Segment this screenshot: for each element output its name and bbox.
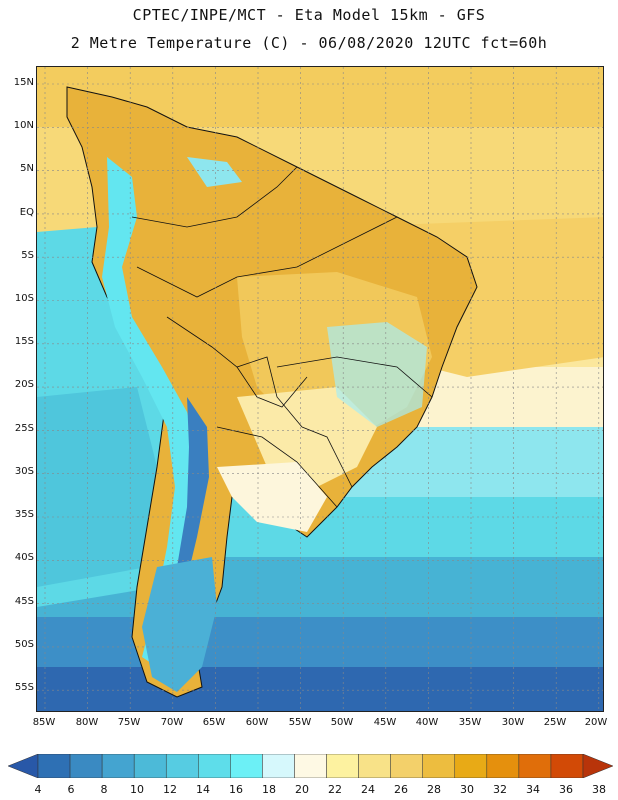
lat-label-45s: 45S — [4, 596, 34, 607]
lat-label-20s: 20S — [4, 379, 34, 390]
title-line-2: 2 Metre Temperature (C) - 06/08/2020 12U… — [0, 34, 618, 52]
colorbar-label: 4 — [26, 783, 50, 796]
lat-label-15s: 15S — [4, 336, 34, 347]
temperature-map — [37, 67, 604, 712]
colorbar-swatch — [38, 754, 70, 778]
colorbar-label: 30 — [455, 783, 479, 796]
colorbar-label: 6 — [59, 783, 83, 796]
colorbar-swatch — [70, 754, 102, 778]
colorbar-label: 36 — [554, 783, 578, 796]
colorbar-label: 16 — [224, 783, 248, 796]
lon-label-70w: 70W — [154, 717, 190, 728]
ocean-coldest — [37, 667, 604, 712]
colorbar-swatch — [455, 754, 487, 778]
lat-label-5n: 5N — [4, 163, 34, 174]
colorbar-swatch — [359, 754, 391, 778]
colorbar-swatch — [551, 754, 583, 778]
ocean-colder — [37, 617, 604, 667]
lon-label-80w: 80W — [69, 717, 105, 728]
colorbar-label: 10 — [125, 783, 149, 796]
lon-label-25w: 25W — [537, 717, 573, 728]
colorbar-swatch — [102, 754, 134, 778]
lat-label-10s: 10S — [4, 293, 34, 304]
colorbar-swatch — [134, 754, 166, 778]
colorbar-label: 38 — [587, 783, 611, 796]
colorbar-arrow-high — [583, 754, 613, 778]
lon-label-45w: 45W — [367, 717, 403, 728]
lat-label-40s: 40S — [4, 552, 34, 563]
lat-label-15n: 15N — [4, 77, 34, 88]
colorbar-label: 34 — [521, 783, 545, 796]
lat-label-25s: 25S — [4, 423, 34, 434]
colorbar-label: 24 — [356, 783, 380, 796]
colorbar-swatch — [487, 754, 519, 778]
colorbar-swatch — [198, 754, 230, 778]
lon-label-20w: 20W — [578, 717, 614, 728]
colorbar-swatch — [230, 754, 262, 778]
title-line-1: CPTEC/INPE/MCT - Eta Model 15km - GFS — [0, 6, 618, 24]
lat-label-30s: 30S — [4, 466, 34, 477]
colorbar-swatch — [294, 754, 326, 778]
colorbar-label: 22 — [323, 783, 347, 796]
lat-label-eq: EQ — [4, 207, 34, 218]
colorbar — [8, 754, 613, 778]
lon-label-60w: 60W — [239, 717, 275, 728]
lon-label-65w: 65W — [196, 717, 232, 728]
colorbar-label: 32 — [488, 783, 512, 796]
lon-label-40w: 40W — [409, 717, 445, 728]
lon-label-75w: 75W — [111, 717, 147, 728]
lat-label-5s: 5S — [4, 250, 34, 261]
colorbar-swatch — [519, 754, 551, 778]
lon-label-85w: 85W — [26, 717, 62, 728]
colorbar-label: 20 — [290, 783, 314, 796]
colorbar-label: 28 — [422, 783, 446, 796]
colorbar-swatch — [262, 754, 294, 778]
colorbar-label: 14 — [191, 783, 215, 796]
lon-label-50w: 50W — [324, 717, 360, 728]
colorbar-swatch — [391, 754, 423, 778]
colorbar-label: 26 — [389, 783, 413, 796]
lat-label-55s: 55S — [4, 682, 34, 693]
colorbar-label: 12 — [158, 783, 182, 796]
lon-label-30w: 30W — [495, 717, 531, 728]
lat-label-10n: 10N — [4, 120, 34, 131]
lat-label-50s: 50S — [4, 639, 34, 650]
colorbar-arrow-low — [8, 754, 38, 778]
colorbar-label: 18 — [257, 783, 281, 796]
lat-label-35s: 35S — [4, 509, 34, 520]
colorbar-swatch — [166, 754, 198, 778]
colorbar-swatch — [327, 754, 359, 778]
map-panel — [36, 66, 604, 712]
lon-label-55w: 55W — [282, 717, 318, 728]
lon-label-35w: 35W — [452, 717, 488, 728]
colorbar-swatch — [423, 754, 455, 778]
colorbar-label: 8 — [92, 783, 116, 796]
